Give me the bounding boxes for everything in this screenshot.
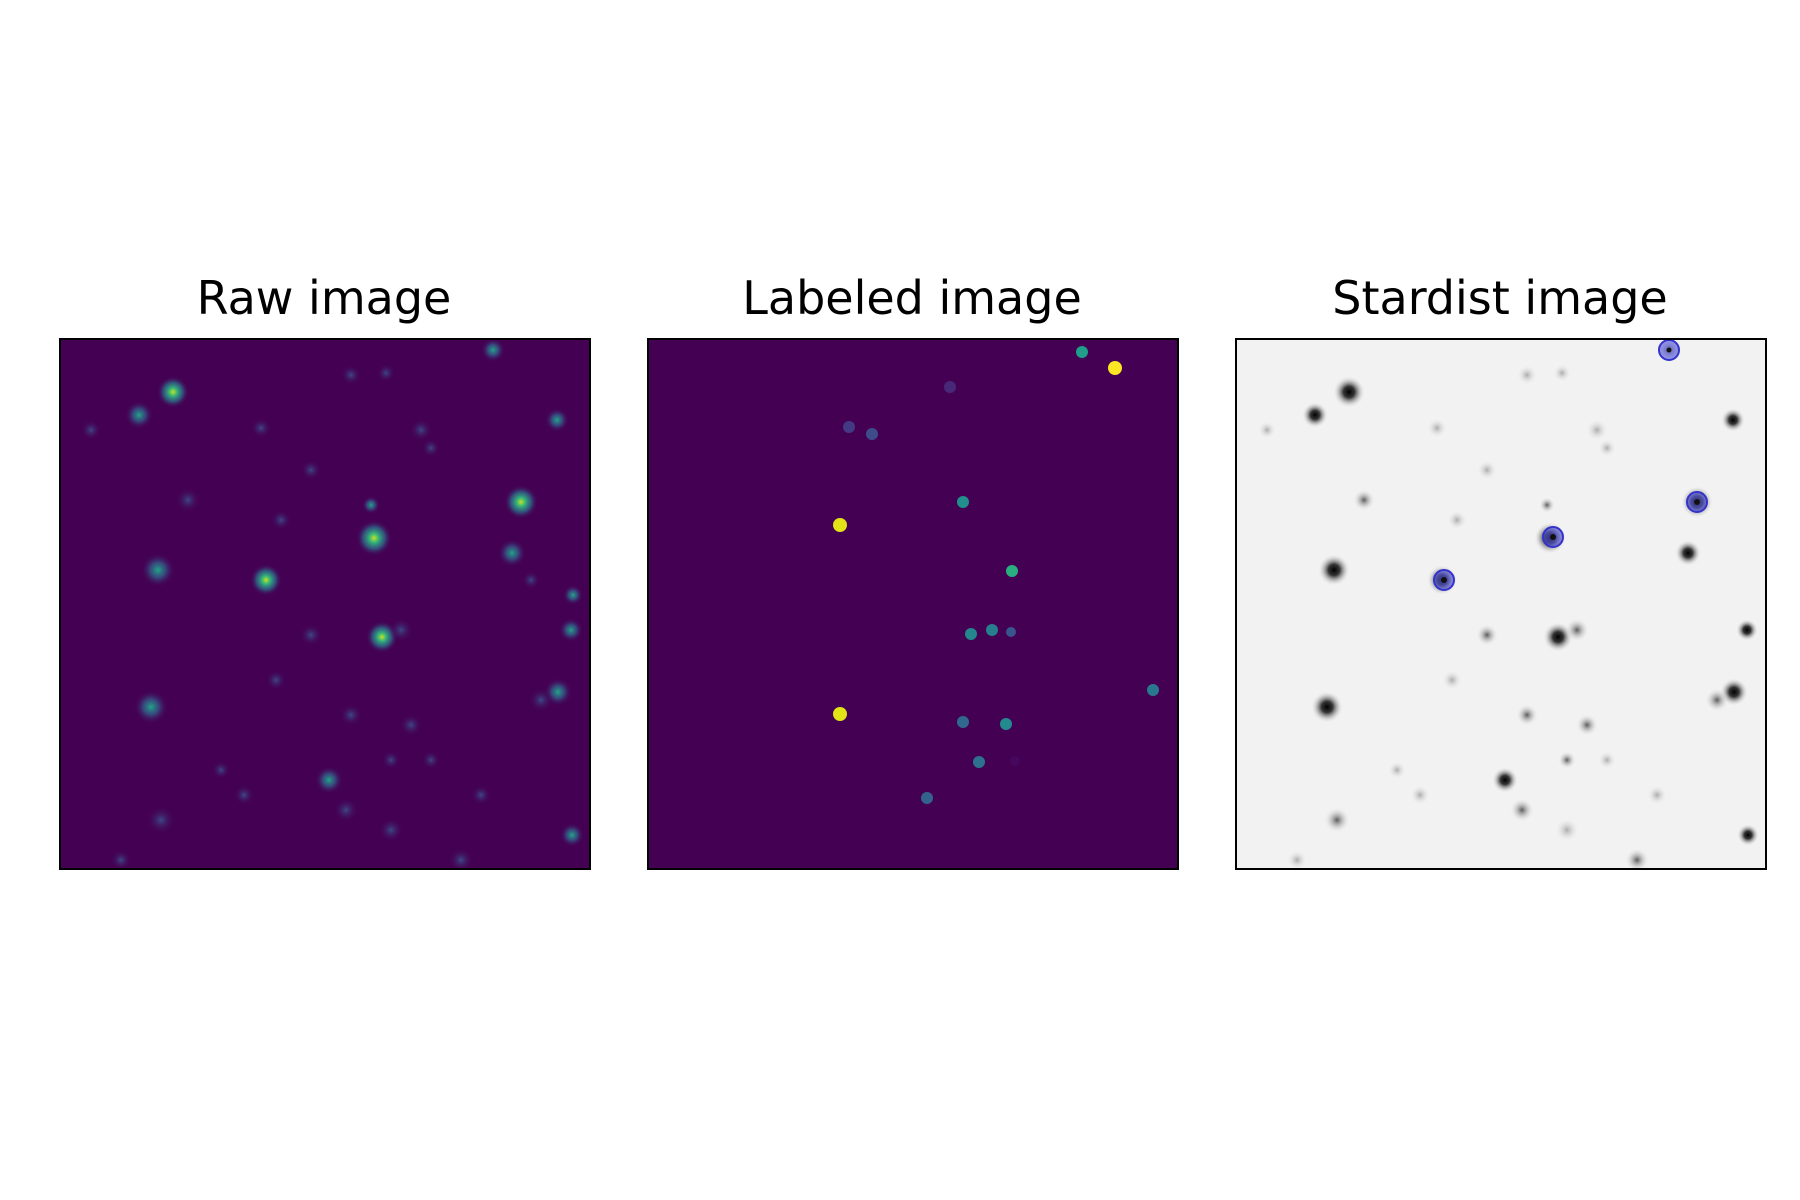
labeled-image-background [649,340,1177,868]
stardist-image-frame [1235,338,1767,870]
labeled-image [649,340,1177,868]
stardist-image-title: Stardist image [1235,270,1765,326]
raw-image-title: Raw image [59,270,589,326]
labeled-image-title: Labeled image [647,270,1177,326]
raw-image-frame [59,338,591,870]
stardist-image [1237,340,1765,868]
raw-image [61,340,589,868]
labeled-image-frame [647,338,1179,870]
